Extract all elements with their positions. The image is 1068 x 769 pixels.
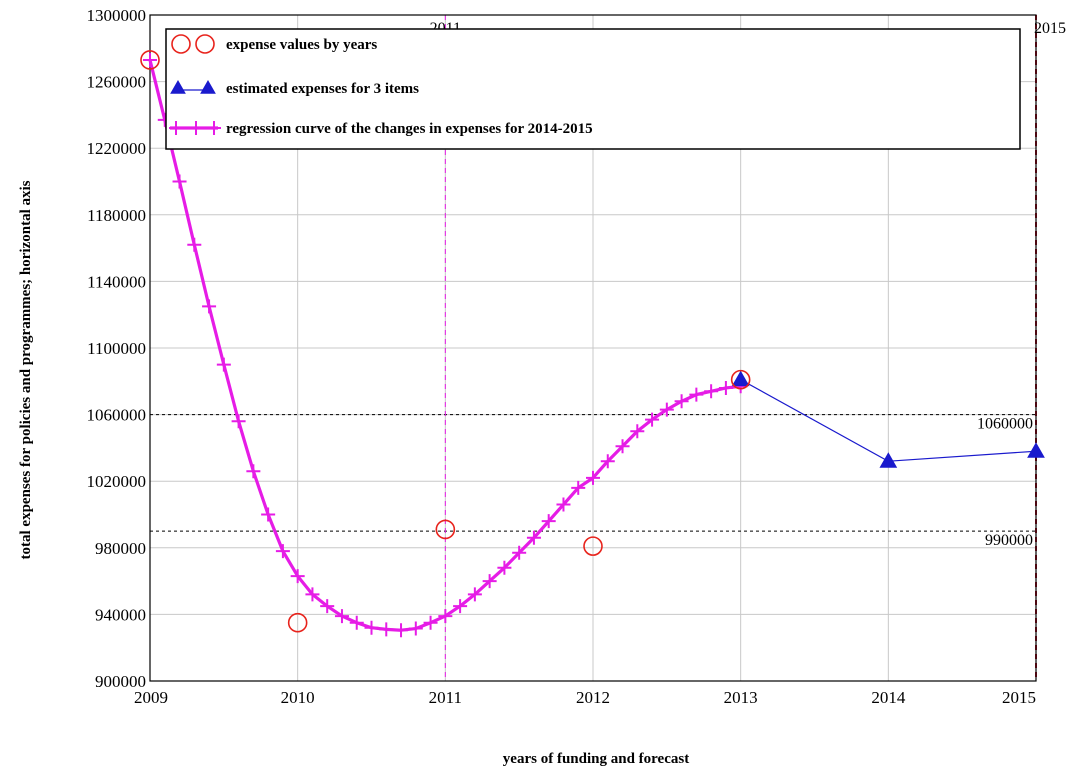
- x-tick-label: 2010: [281, 688, 315, 707]
- x-tick-label: 2014: [871, 688, 906, 707]
- x-tick-label: 2011: [429, 688, 462, 707]
- y-tick-label: 1140000: [87, 272, 146, 291]
- y-axis-title: total expenses for policies and programm…: [18, 180, 34, 559]
- x-tick-label: 2013: [724, 688, 758, 707]
- y-tick-label: 1260000: [87, 73, 147, 92]
- x-axis-title: years of funding and forecast: [503, 751, 689, 767]
- y-tick-label: 1220000: [87, 139, 147, 158]
- reference-line-label: 2015: [1034, 20, 1066, 37]
- y-tick-label: 1100000: [87, 339, 146, 358]
- y-tick-label: 1180000: [87, 206, 146, 225]
- reference-line-label: 990000: [985, 532, 1033, 549]
- x-tick-label: 2015: [1002, 688, 1036, 707]
- legend-entry-label: regression curve of the changes in expen…: [226, 121, 593, 137]
- y-tick-label: 940000: [95, 605, 146, 624]
- y-tick-label: 1060000: [87, 406, 147, 425]
- reference-line-label: 1060000: [977, 416, 1033, 433]
- y-tick-label: 1020000: [87, 472, 147, 491]
- x-tick-label: 2012: [576, 688, 610, 707]
- y-tick-label: 1300000: [87, 6, 147, 25]
- legend: expense values by years estimated expense…: [166, 29, 1020, 149]
- y-tick-label: 980000: [95, 539, 146, 558]
- legend-entry-label: expense values by years: [226, 37, 377, 53]
- y-tick-label: 900000: [95, 672, 146, 691]
- legend-entry-label: estimated expenses for 3 items: [226, 81, 419, 97]
